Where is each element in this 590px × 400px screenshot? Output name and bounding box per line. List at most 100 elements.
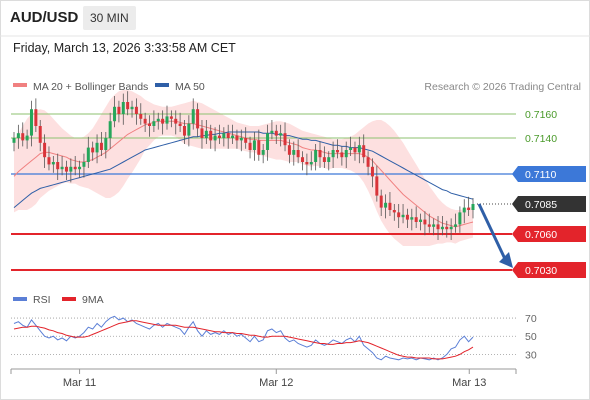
candle-body bbox=[370, 166, 374, 177]
candle bbox=[458, 206, 462, 233]
candle bbox=[117, 100, 121, 123]
candle-body bbox=[165, 116, 169, 124]
candle-body bbox=[235, 135, 239, 141]
level-labels: 0.7160 0.7140 0.7110 0.7085 0.7060 0.7030 bbox=[512, 109, 586, 278]
candles bbox=[12, 91, 475, 240]
candle-body bbox=[379, 195, 383, 208]
candle bbox=[274, 124, 278, 144]
candle-body bbox=[95, 142, 99, 153]
candle-body bbox=[445, 226, 449, 230]
candle-body bbox=[252, 140, 256, 150]
rsi-tick-30: 30 bbox=[525, 349, 537, 361]
ma50-line bbox=[13, 131, 474, 208]
candle-body bbox=[349, 147, 353, 150]
candle-body bbox=[423, 219, 427, 225]
candle-body bbox=[283, 133, 287, 146]
candle-body bbox=[73, 166, 77, 170]
candle bbox=[362, 134, 366, 164]
candle-body bbox=[130, 106, 134, 110]
x-axis-ticks: Mar 11 Mar 12 Mar 13 bbox=[10, 369, 517, 389]
candle bbox=[108, 112, 112, 149]
level-label-0.7030: 0.7030 bbox=[525, 265, 557, 277]
candle bbox=[432, 218, 436, 236]
candle-body bbox=[134, 106, 138, 114]
candle bbox=[196, 103, 200, 137]
moving-averages bbox=[13, 120, 474, 228]
candle bbox=[73, 156, 77, 176]
candle bbox=[349, 136, 353, 156]
candle bbox=[445, 220, 449, 238]
candle-body bbox=[296, 150, 300, 158]
bollinger-band-fill bbox=[14, 90, 473, 246]
candle-body bbox=[38, 126, 42, 143]
candle-body bbox=[375, 176, 379, 196]
candle-body bbox=[322, 157, 326, 162]
level-label-0.7160: 0.7160 bbox=[525, 109, 557, 121]
candle bbox=[467, 196, 471, 216]
bollinger-band bbox=[14, 90, 473, 246]
candle bbox=[69, 158, 73, 183]
candle bbox=[21, 122, 25, 147]
candle bbox=[366, 151, 370, 176]
candle-body bbox=[156, 118, 160, 122]
candle-body bbox=[209, 130, 213, 141]
candle-body bbox=[279, 133, 283, 136]
candle bbox=[370, 158, 374, 188]
rsi-ma-legend-swatch bbox=[62, 297, 76, 301]
candle-body bbox=[454, 224, 458, 227]
candle bbox=[86, 136, 90, 168]
ma50-legend-label: MA 50 bbox=[175, 81, 205, 93]
candle bbox=[222, 127, 226, 147]
candle bbox=[427, 213, 431, 233]
candle-body bbox=[432, 224, 436, 227]
candle bbox=[331, 141, 335, 168]
candle-body bbox=[327, 157, 331, 162]
candle-body bbox=[449, 226, 453, 230]
candle bbox=[187, 115, 191, 147]
candle-body bbox=[64, 166, 68, 172]
candle bbox=[314, 144, 318, 171]
candle-body bbox=[60, 166, 64, 170]
candle bbox=[309, 151, 313, 171]
candle-body bbox=[78, 166, 82, 170]
candle bbox=[148, 115, 152, 137]
candle-body bbox=[222, 133, 226, 138]
candle-body bbox=[467, 207, 471, 210]
candle-body bbox=[287, 145, 291, 155]
candle-body bbox=[331, 150, 335, 158]
candle bbox=[436, 216, 440, 240]
candle bbox=[29, 100, 33, 147]
candle-body bbox=[388, 202, 392, 210]
candle bbox=[405, 208, 409, 228]
candle-body bbox=[384, 202, 388, 208]
candle bbox=[156, 112, 160, 130]
candle bbox=[248, 136, 252, 159]
candle bbox=[292, 141, 296, 166]
candle bbox=[34, 98, 38, 132]
candle bbox=[305, 153, 309, 176]
candle bbox=[327, 151, 331, 171]
candle bbox=[91, 141, 95, 161]
timeframe-button[interactable]: 30 MIN bbox=[83, 6, 136, 30]
candle-body bbox=[182, 126, 186, 136]
candle-body bbox=[104, 138, 108, 150]
candle-body bbox=[126, 102, 130, 110]
candle bbox=[25, 129, 29, 149]
candle bbox=[322, 146, 326, 168]
candle bbox=[213, 127, 217, 152]
candle bbox=[384, 194, 388, 219]
candle bbox=[217, 124, 221, 144]
main-legend: MA 20 + Bollinger Bands MA 50 Research ©… bbox=[13, 81, 581, 93]
candle-body bbox=[335, 150, 339, 153]
rsi-legend: RSI 9MA bbox=[13, 294, 104, 306]
candle bbox=[379, 189, 383, 216]
rsi-legend-swatch bbox=[13, 297, 27, 301]
candle-body bbox=[213, 135, 217, 141]
level-label-0.7110: 0.7110 bbox=[525, 169, 556, 181]
candle bbox=[279, 124, 283, 147]
credit-label: Research © 2026 Trading Central bbox=[424, 81, 581, 93]
candle-body bbox=[458, 212, 462, 225]
rsi-tick-70: 70 bbox=[525, 313, 537, 325]
candle-body bbox=[274, 130, 278, 136]
candle bbox=[165, 105, 169, 130]
